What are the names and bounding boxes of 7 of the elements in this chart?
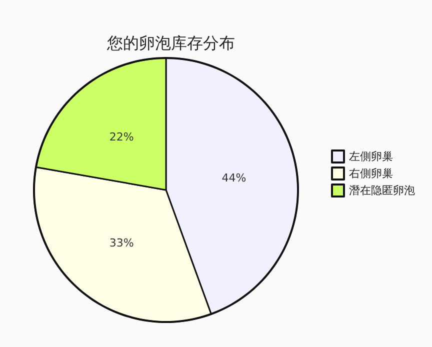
data-label: 44%: [222, 172, 246, 185]
data-label: 22%: [109, 130, 134, 144]
legend-label: 潛在隐匿卵泡: [349, 184, 415, 197]
legend-label: 右側卵巢: [349, 167, 393, 180]
legend-label: 左側卵巢: [349, 150, 393, 163]
chart-title: 您的卵泡库存分布: [106, 34, 235, 52]
data-label: 33%: [109, 236, 134, 250]
